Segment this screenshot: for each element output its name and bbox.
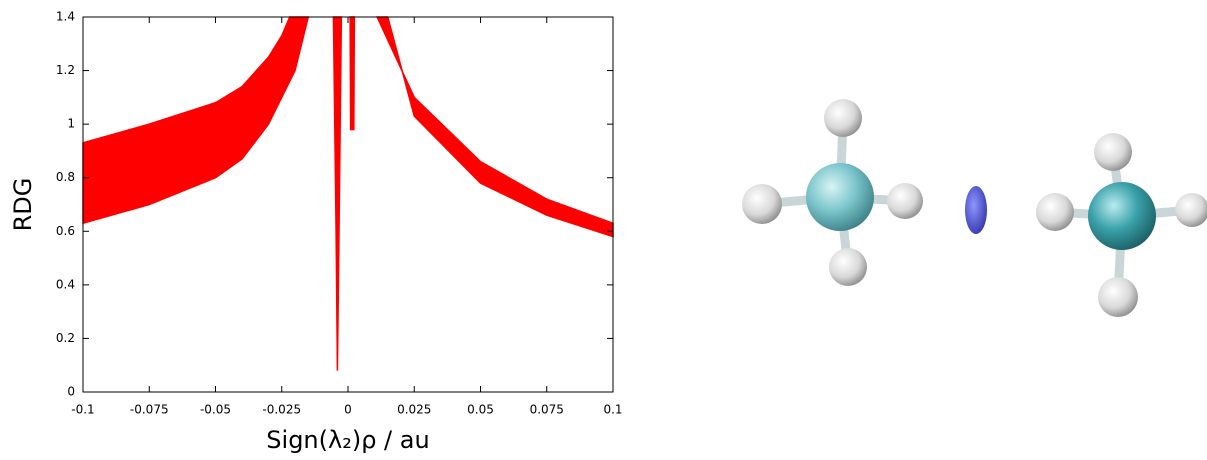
x-tick-label: 0.05 (467, 403, 494, 417)
data-region (83, 17, 308, 223)
y-tick-label: 1 (67, 117, 75, 131)
y-tick-label: 0.6 (56, 224, 75, 238)
x-tick-label: -0.05 (200, 403, 231, 417)
y-tick-label: 0.8 (56, 170, 75, 184)
x-tick-label: -0.075 (130, 403, 169, 417)
plot: -0.1 -0.075 -0.05 -0.025 0 0.025 0.05 0.075 0.1 0… (9, 10, 623, 455)
data-region (377, 17, 613, 237)
y-tick-label: 0.4 (56, 277, 75, 291)
x-tick-label: 0.025 (397, 403, 431, 417)
x-tick-label: 0.075 (530, 403, 564, 417)
y-tick-label: 1.4 (56, 10, 75, 24)
y-tick-label: 0.2 (56, 331, 75, 345)
y-tick-label: 1.2 (56, 63, 75, 77)
x-tick-label: -0.025 (262, 403, 301, 417)
molecule-image (742, 99, 1207, 317)
y-axis-title: RDG (9, 178, 37, 232)
y-tick-label: 0 (67, 385, 75, 399)
x-tick-label: 0 (344, 403, 352, 417)
data-region (333, 17, 341, 371)
figure: -0.1 -0.075 -0.05 -0.025 0 0.025 0.05 0.075 0.1 0… (0, 0, 1207, 460)
data-region (350, 17, 354, 130)
x-axis-title: Sign(λ₂)ρ / au (266, 426, 429, 454)
x-tick-label: -0.1 (71, 403, 94, 417)
x-tick-label: 0.1 (603, 403, 622, 417)
